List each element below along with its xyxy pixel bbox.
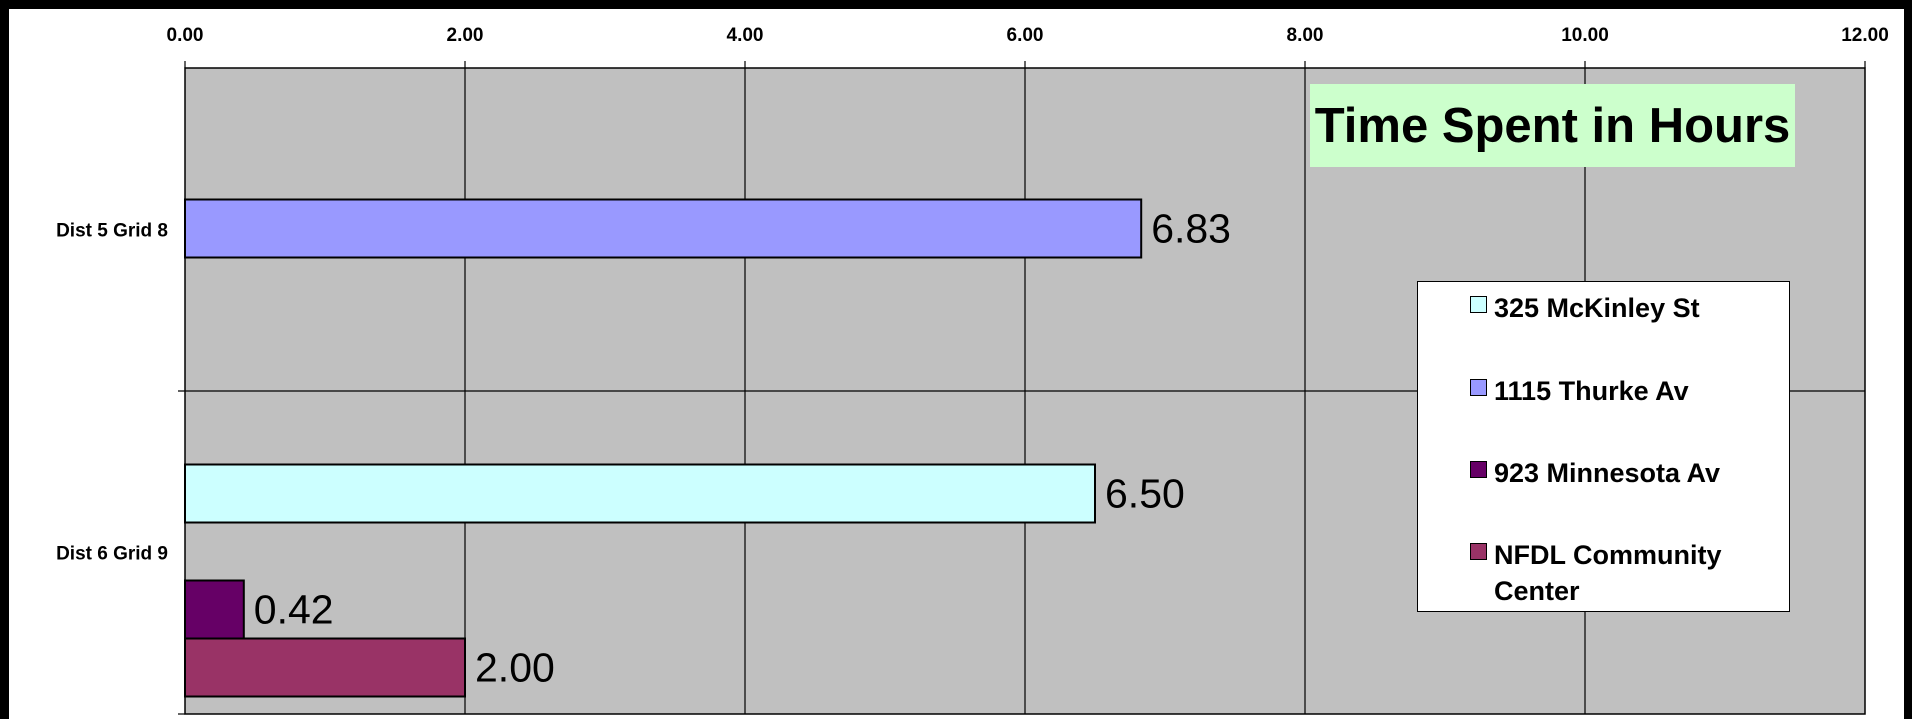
x-tick-label: 4.00 (727, 25, 764, 46)
frame-top-border (0, 0, 1912, 9)
legend-label-minnesota: 923 Minnesota Av (1494, 458, 1721, 488)
frame-left-border (0, 0, 9, 719)
legend-item-thurke: 1115 Thurke Av (1470, 373, 1754, 409)
category-label: Dist 5 Grid 8 (56, 221, 168, 242)
data-label: 6.50 (1105, 471, 1185, 517)
bar (184, 637, 466, 698)
legend-label-nfdl-line2: Center (1494, 576, 1580, 606)
legend-label-mckinley: 325 McKinley St (1494, 293, 1700, 323)
legend-swatch-minnesota (1470, 461, 1487, 478)
x-tick-label: 0.00 (167, 25, 204, 46)
bar (184, 198, 1143, 259)
legend-item-minnesota: 923 Minnesota Av (1470, 455, 1754, 491)
bar (184, 463, 1096, 524)
legend-swatch-nfdl (1470, 543, 1487, 560)
frame-right-border (1904, 0, 1912, 719)
chart-title: Time Spent in Hours (1310, 84, 1795, 167)
legend-label-thurke: 1115 Thurke Av (1494, 376, 1689, 406)
x-tick-label: 2.00 (447, 25, 484, 46)
legend: 325 McKinley St 1115 Thurke Av 923 Minne… (1417, 281, 1790, 612)
legend-swatch-mckinley (1470, 296, 1487, 313)
legend-label-nfdl-line1: NFDL Community (1494, 540, 1722, 570)
category-label: Dist 6 Grid 9 (56, 544, 168, 565)
bar (184, 579, 245, 640)
data-label: 2.00 (475, 645, 555, 691)
x-tick-label: 10.00 (1561, 25, 1609, 46)
legend-swatch-thurke (1470, 379, 1487, 396)
x-tick-label: 12.00 (1841, 25, 1889, 46)
x-tick-label: 6.00 (1007, 25, 1044, 46)
x-tick-label: 8.00 (1287, 25, 1324, 46)
legend-item-mckinley: 325 McKinley St (1470, 290, 1754, 326)
legend-label-nfdl: NFDL Community Center (1494, 537, 1754, 609)
data-label: 0.42 (254, 587, 334, 633)
legend-item-nfdl: NFDL Community Center (1470, 537, 1754, 609)
data-label: 6.83 (1151, 206, 1231, 252)
